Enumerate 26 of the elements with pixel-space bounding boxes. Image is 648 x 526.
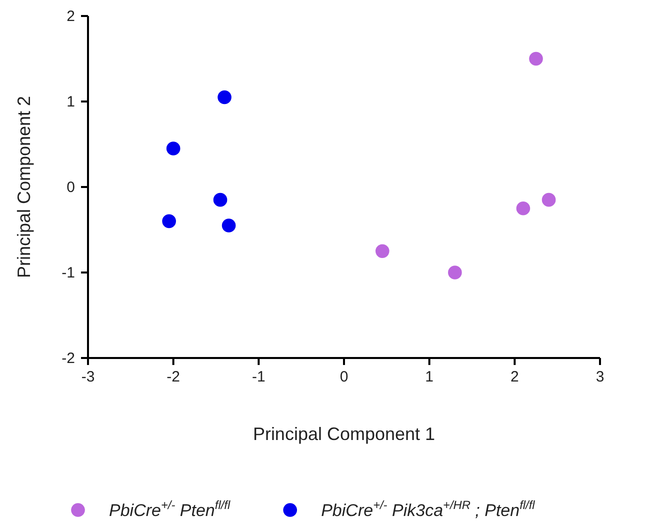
x-tick-label: 0 xyxy=(340,368,348,386)
y-tick-label: -2 xyxy=(62,350,75,367)
x-tick-label: -3 xyxy=(81,368,95,386)
point xyxy=(222,218,236,232)
x-axis-title: Principal Component 1 xyxy=(252,424,436,444)
legend-label: PbiCre$^{+/-}$ Pten$^{fl/fl}$ xyxy=(109,498,230,520)
x-tick-label: 2 xyxy=(510,368,519,386)
x-tick-label: -1 xyxy=(252,368,266,386)
y-axis-title: Principal Component 2 xyxy=(14,96,34,278)
point xyxy=(375,244,390,258)
point xyxy=(542,192,556,207)
y-tick-label: 0 xyxy=(66,178,75,196)
point xyxy=(218,90,232,104)
point xyxy=(166,142,180,156)
y-tick-label: -1 xyxy=(62,264,75,282)
x-tick-label: 1 xyxy=(425,368,434,386)
point xyxy=(213,192,228,207)
y-tick-label: 1 xyxy=(66,93,75,110)
x-tick-label: -2 xyxy=(166,368,180,386)
legend-label: PbiCre$^{+/-}$ Pik3ca$^{+/HR}$ ; Pten$^{fl/fl}$ xyxy=(321,498,536,520)
point xyxy=(162,214,176,228)
x-tick-label: 3 xyxy=(596,368,604,386)
point xyxy=(448,266,462,280)
point xyxy=(529,52,543,66)
point xyxy=(516,201,530,216)
y-tick-label: 2 xyxy=(66,8,75,25)
